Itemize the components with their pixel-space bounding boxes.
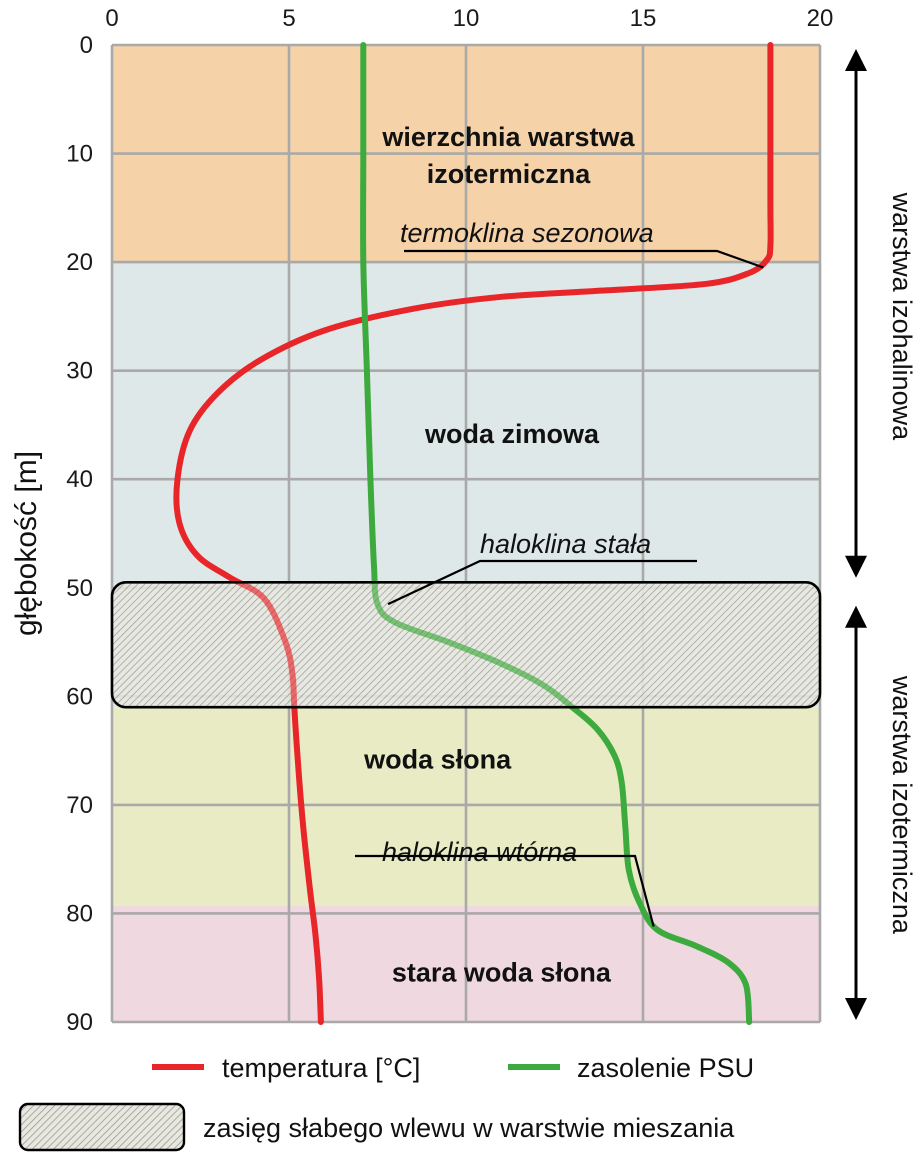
side-label-1: warstwa izotermiczna	[887, 675, 917, 935]
x-tick-label-0: 0	[105, 5, 118, 32]
legend-temperature-label: temperatura [°C]	[222, 1053, 420, 1083]
side-arrow-head-bottom-1	[845, 998, 867, 1020]
annotation-leader-1	[387, 559, 697, 606]
y-axis-label: głębokość [m]	[10, 451, 43, 636]
legend-hatch-swatch	[18, 1102, 186, 1152]
zone-label-0-1: izotermiczna	[427, 159, 592, 189]
y-tick-label-3: 30	[66, 358, 93, 385]
x-tick-label-4: 20	[807, 5, 834, 32]
legend-hatch-label: zasięg słabego wlewu w warstwie mieszani…	[203, 1113, 735, 1143]
zone-label-1-0: woda zimowa	[424, 419, 600, 449]
side-arrow-head-top-1	[845, 605, 867, 628]
x-tick-label-2: 10	[453, 5, 480, 32]
y-tick-label-9: 90	[66, 1009, 93, 1036]
annotation-label-0: termoklina sezonowa	[400, 218, 654, 248]
y-tick-label-1: 10	[66, 141, 93, 168]
hatched-band-outline	[110, 581, 822, 709]
annotation-label-2: haloklina wtórna	[382, 837, 577, 867]
annotation-leader-2	[355, 854, 655, 927]
y-tick-label-6: 60	[66, 683, 93, 710]
zone-label-3-0: stara woda słona	[392, 957, 612, 987]
zone-label-2-0: woda słona	[363, 745, 512, 775]
legend-salinity-label: zasolenie PSU	[577, 1053, 754, 1083]
y-tick-label-4: 40	[66, 466, 93, 493]
annotation-leader-0	[404, 249, 764, 269]
y-tick-label-2: 20	[66, 249, 93, 276]
y-tick-label-0: 0	[80, 32, 93, 59]
y-tick-label-5: 50	[66, 575, 93, 602]
series-temperature-line	[173, 42, 774, 1025]
y-tick-label-7: 70	[66, 792, 93, 819]
x-tick-label-3: 15	[630, 5, 657, 32]
side-label-0: warstwa izohalinowa	[887, 192, 917, 442]
y-tick-label-8: 80	[66, 900, 93, 927]
side-arrow-head-bottom-0	[845, 555, 867, 578]
annotation-label-1: haloklina stała	[480, 529, 651, 559]
hatched-band-overlay	[112, 582, 820, 708]
x-tick-label-1: 5	[282, 5, 295, 32]
zone-label-0-0: wierzchnia warstwa	[381, 122, 635, 152]
side-arrow-head-top-0	[845, 49, 867, 71]
